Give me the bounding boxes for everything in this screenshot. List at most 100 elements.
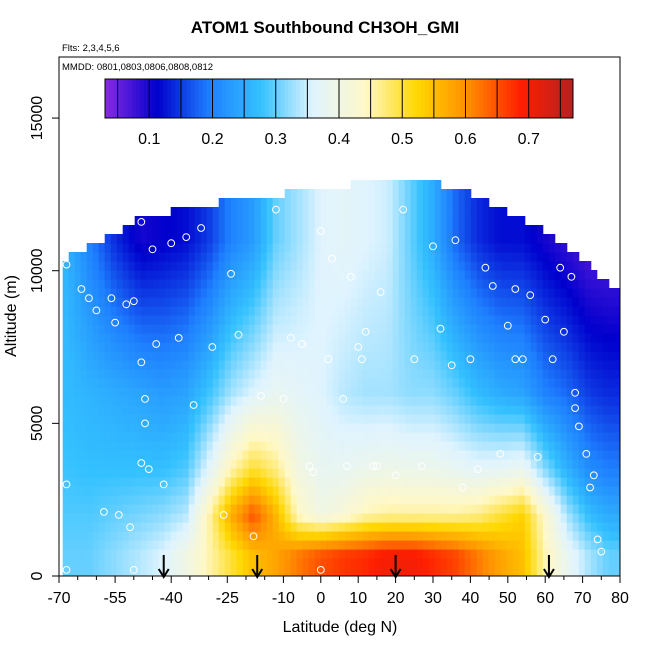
heatmap-cell xyxy=(242,486,250,496)
heatmap-cell xyxy=(176,270,184,280)
colorbar-segment xyxy=(370,79,375,118)
heatmap-cell xyxy=(230,450,238,460)
observation-point xyxy=(141,395,149,403)
heatmap-cell xyxy=(464,405,472,415)
heatmap-cell xyxy=(230,297,238,307)
heatmap-cell xyxy=(554,486,562,496)
heatmap-cell xyxy=(380,387,388,397)
heatmap-cell xyxy=(590,414,598,424)
heatmap-cell xyxy=(200,522,208,532)
heatmap-cell xyxy=(68,270,76,280)
heatmap-cell xyxy=(446,396,454,406)
heatmap-cell xyxy=(200,261,208,271)
heatmap-cell xyxy=(206,378,214,388)
heatmap-cell xyxy=(488,243,496,253)
heatmap-cell xyxy=(446,549,454,559)
heatmap-cell xyxy=(290,342,298,352)
heatmap-cell xyxy=(62,261,70,271)
heatmap-cell xyxy=(200,486,208,496)
heatmap-cell xyxy=(572,504,580,514)
heatmap-cell xyxy=(158,414,166,424)
colorbar-segment xyxy=(202,79,207,118)
heatmap-cell xyxy=(518,468,526,478)
heatmap-cell xyxy=(266,486,274,496)
heatmap-cell xyxy=(62,567,70,576)
heatmap-cell xyxy=(440,360,448,370)
heatmap-cell xyxy=(410,567,418,576)
heatmap-cell xyxy=(182,378,190,388)
heatmap-cell xyxy=(218,324,226,334)
heatmap-cell xyxy=(104,333,112,343)
heatmap-cell xyxy=(440,531,448,541)
heatmap-cell xyxy=(614,531,620,541)
heatmap-cell xyxy=(500,351,508,361)
heatmap-cell xyxy=(140,351,148,361)
flight-marker-arrowhead xyxy=(543,568,555,579)
heatmap-cell xyxy=(260,225,268,235)
heatmap-cell xyxy=(314,414,322,424)
heatmap-cell xyxy=(182,351,190,361)
heatmap-cell xyxy=(68,351,76,361)
heatmap-cell xyxy=(86,549,94,559)
heatmap-cell xyxy=(68,441,76,451)
heatmap-cell xyxy=(578,468,586,478)
heatmap-cell xyxy=(524,405,532,415)
heatmap-cell xyxy=(278,378,286,388)
heatmap-cell xyxy=(308,198,316,208)
heatmap-cell xyxy=(320,387,328,397)
heatmap-cell xyxy=(584,288,592,298)
heatmap-cell xyxy=(494,324,502,334)
heatmap-cell xyxy=(602,306,610,316)
heatmap-cell xyxy=(332,396,340,406)
heatmap-cell xyxy=(236,450,244,460)
heatmap-cell xyxy=(344,216,352,226)
heatmap-cell xyxy=(380,360,388,370)
observation-point xyxy=(287,334,295,342)
heatmap-cell xyxy=(380,180,388,190)
heatmap-cell xyxy=(524,261,532,271)
heatmap-cell xyxy=(116,396,124,406)
heatmap-cell xyxy=(134,414,142,424)
heatmap-cell xyxy=(194,342,202,352)
heatmap-cell xyxy=(320,486,328,496)
heatmap-cell xyxy=(134,432,142,442)
heatmap-cell xyxy=(422,477,430,487)
heatmap-cell xyxy=(398,216,406,226)
heatmap-cell xyxy=(608,324,616,334)
heatmap-cell xyxy=(350,306,358,316)
heatmap-cell xyxy=(308,261,316,271)
heatmap-cell xyxy=(536,414,544,424)
heatmap-cell xyxy=(230,387,238,397)
heatmap-cell xyxy=(368,423,376,433)
heatmap-cell xyxy=(326,198,334,208)
heatmap-cell xyxy=(458,567,466,576)
heatmap-cell xyxy=(404,360,412,370)
heatmap-cell xyxy=(542,288,550,298)
heatmap-cell xyxy=(500,288,508,298)
heatmap-cell xyxy=(110,522,118,532)
heatmap-cell xyxy=(254,495,262,505)
heatmap-cell xyxy=(572,414,580,424)
heatmap-cell xyxy=(122,558,130,568)
heatmap-cell xyxy=(554,477,562,487)
heatmap-cell xyxy=(362,468,370,478)
heatmap-cell xyxy=(116,243,124,253)
heatmap-cell xyxy=(614,297,620,307)
heatmap-cell xyxy=(524,567,532,576)
heatmap-cell xyxy=(254,531,262,541)
heatmap-cell xyxy=(590,522,598,532)
heatmap-cell xyxy=(284,324,292,334)
heatmap-cell xyxy=(428,324,436,334)
heatmap-cell xyxy=(314,261,322,271)
heatmap-cell xyxy=(410,270,418,280)
observation-point xyxy=(279,395,288,403)
heatmap-cell xyxy=(254,207,262,217)
heatmap-cell xyxy=(104,306,112,316)
observation-point xyxy=(114,511,123,519)
heatmap-cell xyxy=(140,342,148,352)
heatmap-cell xyxy=(608,486,616,496)
heatmap-cell xyxy=(182,225,190,235)
heatmap-cell xyxy=(560,315,568,325)
heatmap-cell xyxy=(278,477,286,487)
heatmap-cell xyxy=(68,486,76,496)
